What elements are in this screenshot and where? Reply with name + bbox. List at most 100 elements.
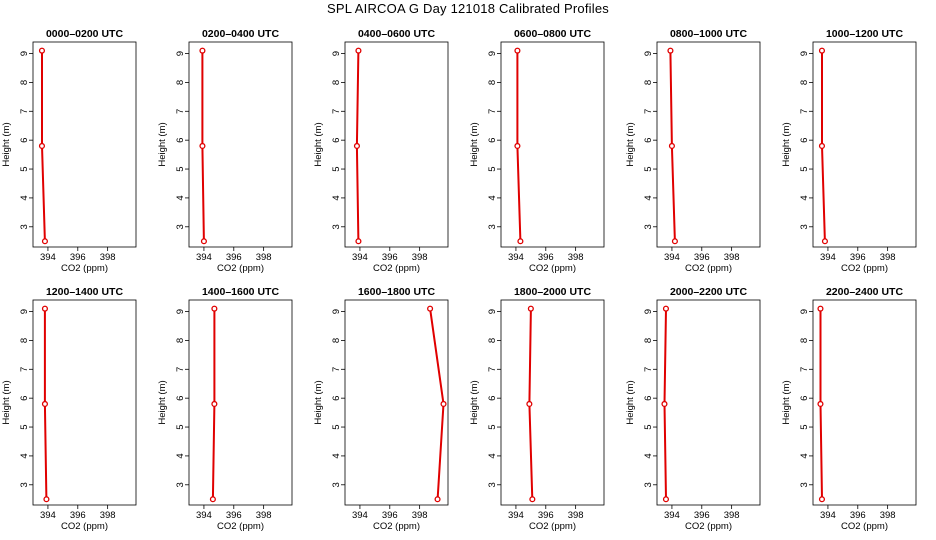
y-tick-label: 9 (643, 309, 654, 314)
data-point (817, 400, 824, 407)
y-axis-label: Height (m) (625, 380, 636, 424)
x-tick-label: 398 (100, 252, 116, 263)
data-point (41, 400, 48, 407)
y-tick-label: 5 (331, 424, 342, 429)
data-point (671, 238, 678, 245)
x-tick-label: 394 (196, 510, 212, 521)
y-tick-label: 7 (331, 109, 342, 114)
x-tick-label: 398 (412, 510, 428, 521)
y-tick-label: 8 (487, 338, 498, 343)
x-tick-label: 394 (40, 510, 56, 521)
x-axis-label: CO2 (ppm) (373, 263, 420, 274)
y-axis-label: Height (m) (469, 122, 480, 166)
y-tick-label: 4 (331, 195, 342, 200)
x-axis-label: CO2 (ppm) (529, 263, 576, 274)
y-tick-label: 5 (799, 166, 810, 171)
plot-frame (812, 299, 917, 506)
plot-frame (656, 41, 761, 248)
x-tick-label: 394 (820, 252, 836, 263)
data-point (668, 142, 675, 149)
y-tick-label: 5 (331, 166, 342, 171)
x-tick-label: 394 (352, 252, 368, 263)
y-tick-label: 3 (643, 224, 654, 229)
y-tick-label: 8 (19, 80, 30, 85)
plot-frame (656, 299, 761, 506)
data-point (209, 496, 216, 503)
y-tick-label: 8 (175, 80, 186, 85)
y-tick-label: 3 (331, 224, 342, 229)
y-tick-label: 3 (19, 224, 30, 229)
y-tick-label: 3 (487, 224, 498, 229)
plot-frame (344, 41, 449, 248)
data-point (818, 47, 826, 54)
y-tick-label: 5 (487, 166, 498, 171)
chart-main-title: SPL AIRCOA G Day 121018 Calibrated Profi… (327, 1, 609, 16)
x-tick-label: 396 (850, 510, 866, 521)
y-tick-label: 7 (799, 367, 810, 372)
data-point (662, 496, 670, 503)
data-point (200, 238, 207, 245)
x-tick-label: 398 (256, 252, 272, 263)
y-tick-label: 7 (175, 367, 186, 372)
y-tick-label: 9 (175, 309, 186, 314)
panel-title: 0800–1000 UTC (670, 28, 747, 40)
panel-title: 1400–1600 UTC (202, 286, 279, 298)
panel-title: 1600–1800 UTC (358, 286, 435, 298)
y-tick-label: 4 (175, 195, 186, 200)
y-tick-label: 8 (19, 338, 30, 343)
y-tick-label: 8 (331, 80, 342, 85)
x-axis-label: CO2 (ppm) (841, 521, 888, 532)
y-tick-label: 4 (643, 453, 654, 458)
y-tick-label: 5 (175, 166, 186, 171)
x-tick-label: 394 (820, 510, 836, 521)
y-axis-label: Height (m) (1, 380, 12, 424)
x-tick-label: 396 (70, 510, 86, 521)
y-tick-label: 8 (643, 80, 654, 85)
x-tick-label: 398 (724, 510, 740, 521)
data-point (440, 400, 447, 407)
y-tick-label: 4 (799, 453, 810, 458)
panel-title: 0600–0800 UTC (514, 28, 591, 40)
y-tick-label: 9 (19, 51, 30, 56)
x-tick-label: 398 (100, 510, 116, 521)
x-axis-label: CO2 (ppm) (217, 263, 264, 274)
x-tick-label: 394 (40, 252, 56, 263)
y-tick-label: 6 (487, 138, 498, 143)
x-axis-label: CO2 (ppm) (685, 521, 732, 532)
y-axis-label: Height (m) (781, 380, 792, 424)
y-tick-label: 3 (799, 224, 810, 229)
data-point (211, 305, 218, 312)
plot-frame (32, 41, 137, 248)
panel-title: 2200–2400 UTC (826, 286, 903, 298)
y-tick-label: 7 (19, 367, 30, 372)
y-tick-label: 8 (331, 338, 342, 343)
data-point (514, 47, 521, 54)
y-tick-label: 9 (799, 51, 810, 56)
plot-frame (812, 41, 917, 248)
y-tick-label: 7 (487, 367, 498, 372)
x-axis-label: CO2 (ppm) (841, 263, 888, 274)
y-tick-label: 5 (175, 424, 186, 429)
y-tick-label: 9 (799, 309, 810, 314)
x-tick-label: 396 (70, 252, 86, 263)
x-axis-label: CO2 (ppm) (217, 521, 264, 532)
y-axis-label: Height (m) (1, 122, 12, 166)
x-tick-label: 398 (256, 510, 272, 521)
y-tick-label: 4 (799, 195, 810, 200)
y-tick-label: 4 (19, 453, 30, 458)
y-tick-label: 4 (643, 195, 654, 200)
y-axis-label: Height (m) (157, 380, 168, 424)
y-tick-label: 9 (487, 309, 498, 314)
data-point (527, 305, 534, 312)
data-point (43, 496, 50, 503)
data-point (434, 496, 441, 503)
data-point (662, 305, 670, 312)
x-tick-label: 396 (694, 252, 710, 263)
x-tick-label: 396 (226, 252, 242, 263)
